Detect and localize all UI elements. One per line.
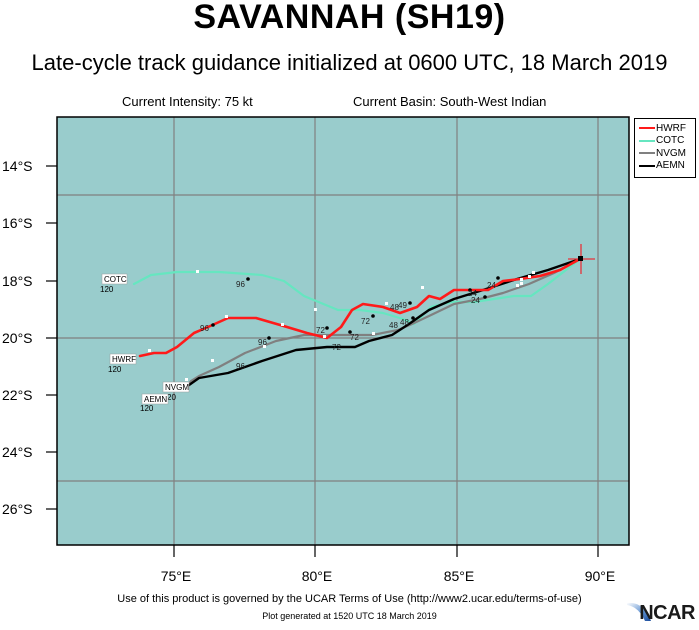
x-tick-labels: 75°E 80°E 85°E 90°E [161,568,616,584]
svg-text:COTC: COTC [104,275,127,284]
model-end-labels: COTC 120 HWRF 120 NVGM 20 AEMN 120 [100,273,189,413]
svg-text:96: 96 [200,324,209,333]
forecast-hour-dots [211,276,500,340]
svg-text:18°S: 18°S [2,273,33,289]
x-ticks [173,545,599,557]
svg-text:120: 120 [140,404,154,413]
svg-text:120: 120 [100,285,114,294]
svg-text:14°S: 14°S [2,158,33,174]
label-cotc-end: COTC 120 [100,273,128,294]
svg-text:24: 24 [487,281,496,290]
svg-text:75°E: 75°E [161,568,192,584]
track-nvgm [183,257,582,392]
aemn-line-icon [639,164,655,167]
svg-text:26°S: 26°S [2,501,33,517]
svg-text:49: 49 [398,301,407,310]
y-tick-labels: 14°S 16°S 18°S 20°S 22°S 24°S 26°S [2,158,33,517]
svg-text:96: 96 [258,338,267,347]
legend-item-hwrf: HWRF [639,122,695,135]
svg-text:72: 72 [350,333,359,342]
storm-center-icon [578,256,583,261]
storm-title: SAVANNAH (SH19) [193,0,506,36]
ncar-swoosh-icon [627,602,651,621]
legend: HWRF COTC NVGM AEMN [634,118,696,178]
legend-item-aemn: AEMN [639,160,695,173]
grid-lines [57,117,629,545]
svg-text:85°E: 85°E [444,568,475,584]
svg-text:24°S: 24°S [2,444,33,460]
svg-text:22°S: 22°S [2,387,33,403]
forecast-hour-labels: 96 96 96 96 72 72 72 72 48 49 48 48 24 2… [200,280,496,371]
svg-text:20°S: 20°S [2,330,33,346]
cotc-line-icon [639,139,655,142]
svg-text:16°S: 16°S [2,215,33,231]
ncar-logo: NCAR [623,595,695,625]
svg-text:96: 96 [236,362,245,371]
svg-text:24: 24 [471,296,480,305]
svg-text:48: 48 [389,321,398,330]
guidance-subtitle: Late-cycle track guidance initialized at… [31,50,668,75]
label-hwrf-end: HWRF 120 [108,353,137,374]
y-ticks [46,165,57,510]
svg-text:72: 72 [316,326,325,335]
svg-text:AEMN: AEMN [144,395,167,404]
svg-text:72: 72 [361,317,370,326]
svg-text:72: 72 [332,343,341,352]
ocean-area [57,117,629,545]
label-nvgm-end: NVGM 20 [162,381,189,402]
map-frame [56,116,630,546]
svg-text:24: 24 [468,289,477,298]
svg-text:96: 96 [236,280,245,289]
terms-of-use: Use of this product is governed by the U… [117,593,582,605]
svg-text:HWRF: HWRF [112,355,136,364]
svg-text:90°E: 90°E [585,568,616,584]
svg-text:48: 48 [390,303,399,312]
legend-item-nvgm: NVGM [639,147,695,160]
interval-markers [148,270,535,381]
current-basin: Current Basin: South-West Indian [353,94,547,109]
plot-generated: Plot generated at 1520 UTC 18 March 2019 [262,611,437,621]
nvgm-line-icon [639,152,655,155]
svg-text:NVGM: NVGM [165,383,189,392]
track-cotc [132,257,582,326]
hwrf-line-icon [639,127,655,130]
track-aemn [180,257,582,392]
current-intensity: Current Intensity: 75 kt [122,94,253,109]
label-aemn-end: AEMN 120 [140,393,169,413]
svg-text:80°E: 80°E [302,568,333,584]
svg-text:48: 48 [400,318,409,327]
track-hwrf [138,257,582,358]
svg-text:120: 120 [108,365,122,374]
svg-text:20: 20 [167,393,176,402]
legend-item-cotc: COTC [639,135,695,148]
